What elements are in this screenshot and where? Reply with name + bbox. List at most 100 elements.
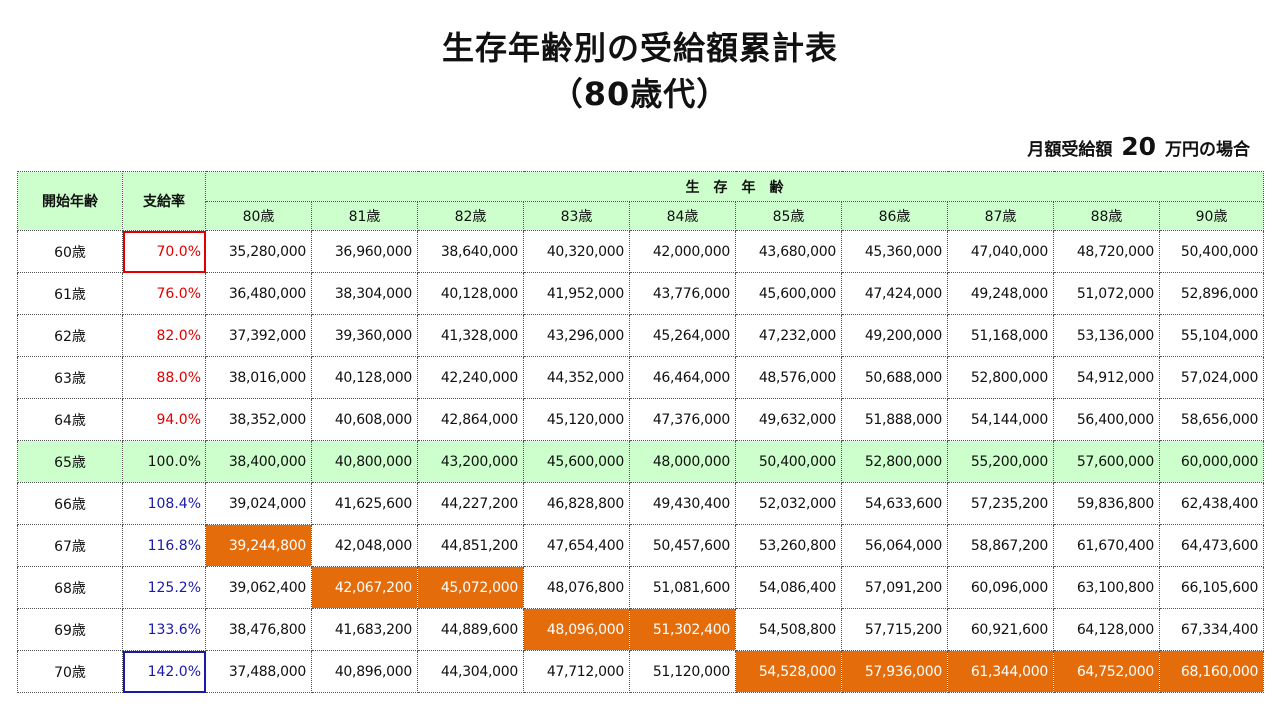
value-cell: 52,032,000 <box>735 482 842 525</box>
rate-cell: 94.0% <box>122 398 206 441</box>
rate-cell: 133.6% <box>122 608 206 651</box>
value-cell: 48,000,000 <box>629 440 736 483</box>
start-age-cell: 62歳 <box>17 314 123 357</box>
value-cell: 54,633,600 <box>841 482 948 525</box>
rate-cell: 142.0% <box>122 650 206 693</box>
column-header: 84歳 <box>629 201 736 231</box>
rate-cell: 88.0% <box>122 356 206 399</box>
start-age-cell: 68歳 <box>17 566 123 609</box>
start-age-cell: 69歳 <box>17 608 123 651</box>
start-age-header: 開始年齢 <box>17 171 123 231</box>
value-cell: 42,000,000 <box>629 230 736 273</box>
value-cell: 45,360,000 <box>841 230 948 273</box>
rate-cell: 100.0% <box>122 440 206 483</box>
value-cell: 46,828,800 <box>523 482 630 525</box>
value-cell: 40,800,000 <box>311 440 418 483</box>
value-cell: 50,457,600 <box>629 524 736 567</box>
value-cell: 41,683,200 <box>311 608 418 651</box>
page-title: 生存年齢別の受給額累計表 <box>441 29 838 67</box>
value-cell: 38,304,000 <box>311 272 418 315</box>
value-cell: 53,260,800 <box>735 524 842 567</box>
value-cell: 49,430,400 <box>629 482 736 525</box>
table-row: 68歳 125.2% 39,062,400 42,067,200 45,072,000 4… <box>17 566 1265 609</box>
value-cell: 42,240,000 <box>417 356 524 399</box>
note-amount: 20 <box>1121 132 1157 161</box>
value-cell: 48,576,000 <box>735 356 842 399</box>
highlighted-value-cell: 45,072,000 <box>417 566 524 609</box>
rate-cell: 116.8% <box>122 524 206 567</box>
value-cell: 45,600,000 <box>735 272 842 315</box>
value-cell: 43,200,000 <box>417 440 524 483</box>
value-cell: 45,264,000 <box>629 314 736 357</box>
value-cell: 58,656,000 <box>1158 398 1265 441</box>
value-cell: 60,000,000 <box>1158 440 1265 483</box>
value-cell: 42,864,000 <box>417 398 524 441</box>
highlighted-value-cell: 42,067,200 <box>311 566 418 609</box>
value-cell: 37,488,000 <box>205 650 312 693</box>
value-cell: 48,076,800 <box>523 566 630 609</box>
value-cell: 51,120,000 <box>629 650 736 693</box>
column-header: 85歳 <box>735 201 842 231</box>
rate-header: 支給率 <box>122 171 206 231</box>
value-cell: 54,144,000 <box>947 398 1054 441</box>
value-cell: 66,105,600 <box>1158 566 1265 609</box>
rate-cell: 125.2% <box>122 566 206 609</box>
value-cell: 48,720,000 <box>1053 230 1160 273</box>
value-cell: 61,670,400 <box>1053 524 1160 567</box>
value-cell: 59,836,800 <box>1053 482 1160 525</box>
cumulative-benefit-table: 開始年齢 支給率 生 存 年 齢 80歳 81歳 82歳 83歳 84歳 85歳 86歳 87… <box>17 171 1265 693</box>
rate-cell: 82.0% <box>122 314 206 357</box>
column-header: 80歳 <box>205 201 312 231</box>
value-cell: 38,400,000 <box>205 440 312 483</box>
value-cell: 50,688,000 <box>841 356 948 399</box>
table-row: 69歳 133.6% 38,476,800 41,683,200 44,889,600 4… <box>17 608 1265 651</box>
column-header: 81歳 <box>311 201 418 231</box>
rate-cell: 108.4% <box>122 482 206 525</box>
header-row: 開始年齢 支給率 生 存 年 齢 <box>17 171 1265 231</box>
start-age-cell: 70歳 <box>17 650 123 693</box>
value-cell: 39,360,000 <box>311 314 418 357</box>
value-cell: 47,232,000 <box>735 314 842 357</box>
value-cell: 51,072,000 <box>1053 272 1160 315</box>
start-age-cell: 64歳 <box>17 398 123 441</box>
value-cell: 44,889,600 <box>417 608 524 651</box>
value-cell: 40,320,000 <box>523 230 630 273</box>
survival-age-header: 生 存 年 齢 <box>204 171 1265 202</box>
rate-cell: 70.0% <box>122 230 206 273</box>
value-cell: 46,464,000 <box>629 356 736 399</box>
value-cell: 52,800,000 <box>841 440 948 483</box>
value-cell: 35,280,000 <box>205 230 312 273</box>
value-cell: 36,960,000 <box>311 230 418 273</box>
start-age-cell: 63歳 <box>17 356 123 399</box>
column-header: 86歳 <box>841 201 948 231</box>
note-prefix: 月額受給額 <box>1027 140 1113 160</box>
value-cell: 41,625,600 <box>311 482 418 525</box>
column-header: 88歳 <box>1053 201 1160 231</box>
table-row: 63歳 88.0% 38,016,000 40,128,000 42,240,000 44… <box>17 356 1265 399</box>
column-header-row: 80歳 81歳 82歳 83歳 84歳 85歳 86歳 87歳 88歳 90歳 <box>18 201 1265 231</box>
start-age-cell: 67歳 <box>17 524 123 567</box>
highlighted-value-cell: 48,096,000 <box>523 608 630 651</box>
value-cell: 51,081,600 <box>629 566 736 609</box>
value-cell: 57,091,200 <box>841 566 948 609</box>
table-row: 62歳 82.0% 37,392,000 39,360,000 41,328,000 43… <box>17 314 1265 357</box>
value-cell: 63,100,800 <box>1053 566 1160 609</box>
column-header: 90歳 <box>1158 201 1265 231</box>
value-cell: 57,235,200 <box>947 482 1054 525</box>
value-cell: 44,352,000 <box>523 356 630 399</box>
value-cell: 55,200,000 <box>947 440 1054 483</box>
value-cell: 56,064,000 <box>841 524 948 567</box>
value-cell: 60,921,600 <box>947 608 1054 651</box>
table-row: 61歳 76.0% 36,480,000 38,304,000 40,128,000 41… <box>17 272 1265 315</box>
value-cell: 44,851,200 <box>417 524 524 567</box>
value-cell: 47,424,000 <box>841 272 948 315</box>
value-cell: 45,120,000 <box>523 398 630 441</box>
start-age-cell: 60歳 <box>17 230 123 273</box>
value-cell: 36,480,000 <box>205 272 312 315</box>
table-row: 60歳 70.0% 35,280,000 36,960,000 38,640,000 40… <box>17 230 1265 273</box>
highlighted-value-cell: 54,528,000 <box>735 650 842 693</box>
highlighted-value-cell: 64,752,000 <box>1053 650 1160 693</box>
value-cell: 64,128,000 <box>1053 608 1160 651</box>
value-cell: 38,016,000 <box>205 356 312 399</box>
highlighted-value-cell: 57,936,000 <box>841 650 948 693</box>
